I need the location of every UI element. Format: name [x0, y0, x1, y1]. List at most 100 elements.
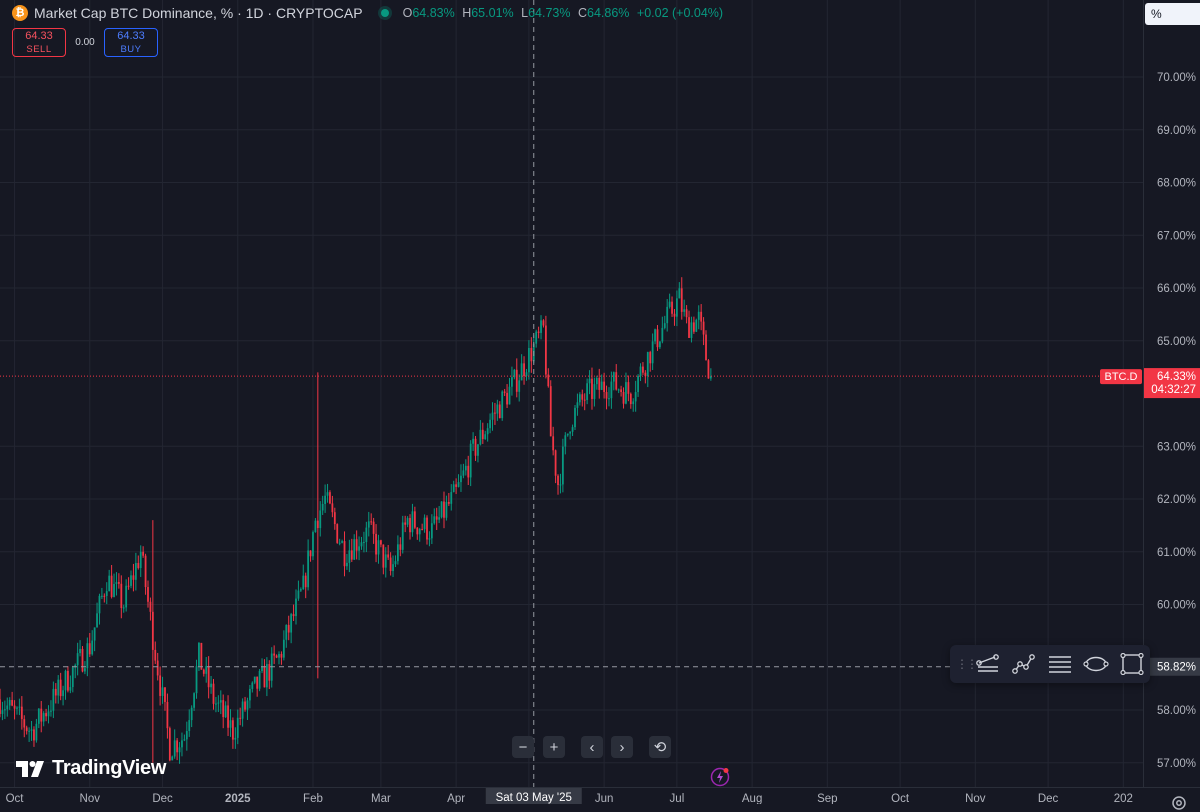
price-tick-label: 69.00% [1157, 125, 1196, 137]
candle-body [571, 427, 574, 432]
time-tick-label: Dec [152, 793, 173, 804]
candle-body [0, 699, 1, 714]
candle-body [217, 702, 220, 704]
candle-body [176, 740, 179, 753]
horizontal-lines-tool-icon[interactable] [1042, 649, 1078, 679]
candle-body [656, 329, 659, 348]
candle-body [299, 589, 302, 591]
candle-body [690, 322, 693, 338]
price-unit-selector[interactable]: % [1145, 3, 1200, 25]
candle-body [333, 512, 336, 525]
candle-body [205, 666, 208, 674]
candle-body [3, 709, 6, 711]
candle-body [275, 655, 278, 658]
scroll-left-button[interactable]: ‹ [581, 736, 603, 758]
symbol-tag: BTC.D [1105, 371, 1138, 383]
candle-body [389, 557, 392, 572]
candle-body [688, 317, 690, 338]
ellipse-tool-icon[interactable] [1078, 649, 1114, 679]
candle-body [265, 664, 268, 688]
candle-body [355, 539, 358, 551]
gear-icon[interactable] [1170, 794, 1188, 812]
candle-body [540, 320, 542, 333]
candle-body [365, 527, 368, 543]
last-price-label-bg [1144, 368, 1200, 399]
candle-body [144, 555, 147, 588]
drag-handle[interactable]: ⋮⋮ [956, 657, 978, 671]
price-tick-label: 62.00% [1157, 494, 1196, 506]
candle-body [52, 688, 55, 711]
candle-body [455, 484, 458, 487]
candle-body [428, 538, 431, 540]
candle-body [413, 511, 416, 528]
candle-body [115, 582, 118, 584]
candle-body [11, 699, 14, 706]
tradingview-logo-icon [16, 760, 44, 777]
time-tick-label: Nov [965, 793, 986, 804]
candle-body [484, 434, 487, 440]
candle-body [188, 720, 191, 732]
candle-body [496, 404, 499, 414]
flash-icon[interactable] [710, 767, 730, 787]
scroll-right-button[interactable]: › [611, 736, 633, 758]
candle-body [154, 649, 157, 661]
candle-body [287, 624, 290, 633]
candle-body [380, 540, 382, 545]
candle-body [69, 687, 72, 691]
trend-line-tool-icon[interactable] [970, 649, 1006, 679]
trade-buttons: 64.33 SELL 0.00 64.33 BUY [12, 28, 158, 57]
rectangle-tool-icon[interactable] [1114, 649, 1150, 679]
candle-body [632, 401, 635, 405]
candle-body [108, 575, 111, 592]
candle-body [433, 516, 436, 524]
candle-body [370, 521, 373, 523]
time-tick-label: Oct [6, 793, 25, 804]
candle-body [608, 398, 610, 400]
price-tick-label: 65.00% [1157, 336, 1196, 348]
zoom-out-button[interactable]: − [512, 736, 534, 758]
candle-body [139, 551, 142, 569]
buy-button[interactable]: 64.33 BUY [104, 28, 158, 57]
candle-body [700, 311, 703, 322]
tradingview-logo[interactable]: TradingView [16, 757, 166, 780]
candle-body [16, 707, 18, 709]
price-tick-label: 70.00% [1157, 72, 1196, 84]
candle-body [498, 404, 501, 419]
candle-body [319, 510, 322, 529]
candle-body [210, 683, 212, 688]
candle-body [695, 319, 698, 332]
candle-body [256, 676, 259, 689]
candle-body [6, 705, 9, 710]
candle-body [634, 392, 637, 402]
candle-body [132, 575, 135, 580]
candle-body [416, 527, 419, 535]
candle-body [569, 431, 572, 434]
path-tool-icon[interactable] [1006, 649, 1042, 679]
candle-body [625, 382, 627, 404]
candle-body [137, 562, 140, 569]
candle-body [603, 381, 606, 393]
candle-body [659, 341, 661, 348]
candle-body [549, 386, 552, 437]
candle-body [678, 288, 681, 299]
candle-body [309, 550, 312, 557]
market-status-dot[interactable] [380, 9, 389, 17]
candle-body [513, 369, 516, 378]
candle-body [224, 705, 227, 718]
candle-body [280, 653, 283, 658]
candle-body [25, 727, 28, 732]
candle-body [445, 502, 448, 518]
time-tick-label: Nov [80, 793, 101, 804]
candle-body [615, 372, 618, 390]
candle-body [117, 582, 120, 584]
candle-body [479, 429, 482, 445]
reset-chart-button[interactable]: ⟲ [649, 736, 671, 758]
candle-body [566, 433, 569, 436]
zoom-in-button[interactable]: + [543, 736, 565, 758]
sell-button[interactable]: 64.33 SELL [12, 28, 66, 57]
symbol-title[interactable]: Market Cap BTC Dominance, % · 1D · CRYPT… [34, 5, 363, 21]
candle-body [193, 693, 195, 708]
candle-body [518, 380, 521, 392]
candle-body [663, 323, 666, 328]
